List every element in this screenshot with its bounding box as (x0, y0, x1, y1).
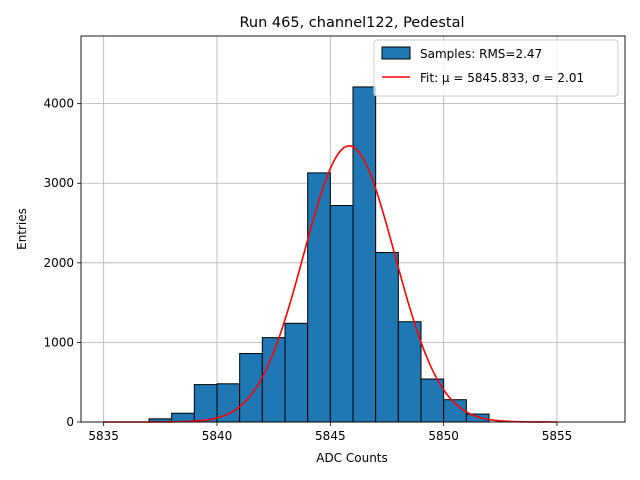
histogram-bar (465, 413, 490, 423)
y-tick-label: 2000 (43, 256, 74, 270)
y-tick-label: 3000 (43, 176, 74, 190)
chart-title: Run 465, channel122, Pedestal (239, 15, 464, 31)
x-tick-label: 5840 (202, 429, 233, 443)
histogram-bar (239, 353, 263, 423)
x-tick-label: 5850 (428, 429, 459, 443)
legend-histogram-swatch (381, 46, 411, 60)
histogram-bars (148, 86, 490, 423)
legend-histogram-label: Samples: RMS=2.47 (420, 47, 542, 61)
x-tick-label: 5835 (88, 429, 119, 443)
y-tick-label: 4000 (43, 97, 74, 111)
histogram-bar (329, 205, 354, 423)
histogram-bar (352, 86, 377, 423)
histogram-bar (397, 321, 422, 423)
y-tick-label: 0 (66, 415, 74, 429)
legend: Samples: RMS=2.47 Fit: μ = 5845.833, σ =… (373, 39, 619, 97)
y-tick-label: 1000 (43, 335, 74, 349)
x-axis-ticks: 5835 5840 5845 5850 5855 (88, 422, 572, 443)
x-axis-label: ADC Counts (316, 451, 388, 465)
histogram-bar (193, 384, 218, 423)
legend-fit-label: Fit: μ = 5845.833, σ = 2.01 (420, 71, 584, 85)
y-axis-label: Entries (15, 208, 29, 250)
plot-frame (80, 35, 626, 423)
x-tick-label: 5845 (315, 429, 346, 443)
legend-box (373, 39, 619, 97)
y-axis-ticks: 0 1000 2000 3000 4000 (43, 97, 81, 429)
histogram-bar (375, 251, 399, 423)
histogram-bar (284, 322, 309, 423)
histogram-bar (307, 172, 331, 423)
x-tick-label: 5855 (542, 429, 573, 443)
